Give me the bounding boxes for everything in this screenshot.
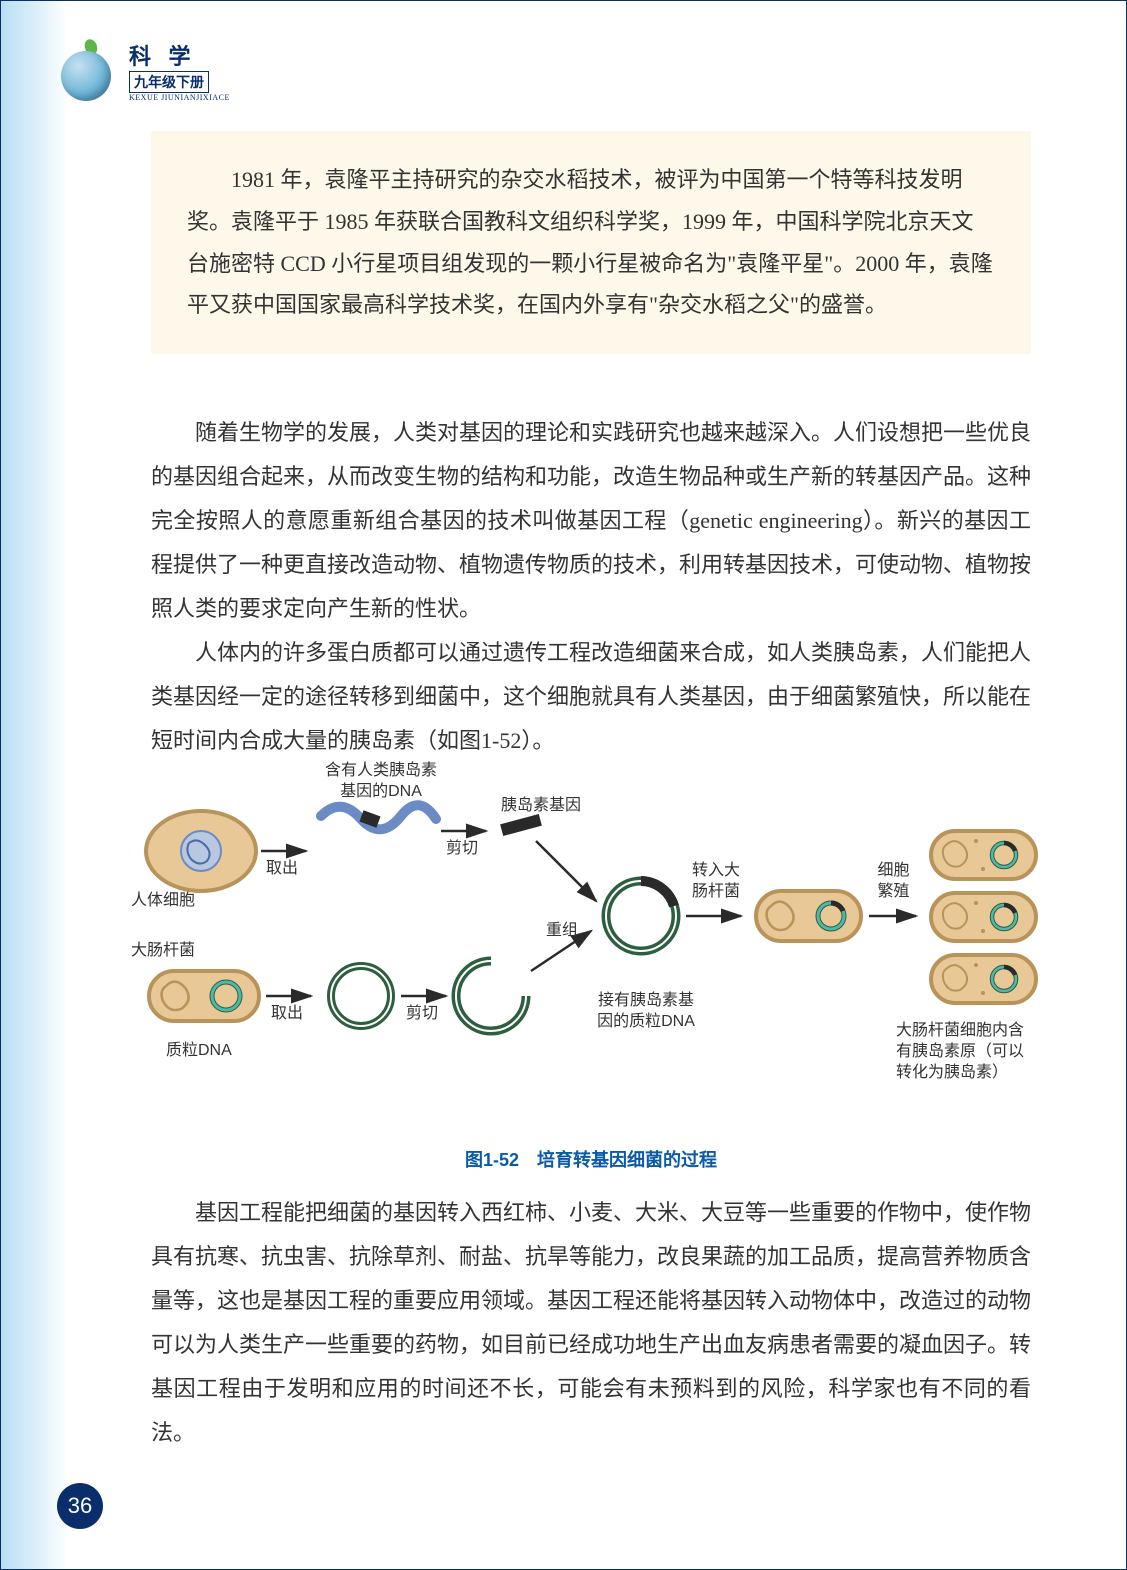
label-dna-insulin: 含有人类胰岛素基因的DNA (311, 761, 451, 803)
info-paragraph: 1981 年，袁隆平主持研究的杂交水稻技术，被评为中国第一个特等科技发明奖。袁隆… (187, 159, 995, 326)
page-header: 科 学 九年级下册 KEXUE JIUNIANJIXIACE (61, 39, 230, 102)
paragraph-3: 基因工程能把细菌的基因转入西红柿、小麦、大米、大豆等一些重要的作物中，使作物具有… (151, 1191, 1031, 1455)
paragraph-2: 人体内的许多蛋白质都可以通过遗传工程改造细菌来合成，如人类胰岛素，人们能把人类基… (151, 631, 1031, 763)
label-cell-reproduce: 细胞繁殖 (871, 861, 916, 903)
label-insert-ecoli: 转入大肠杆菌 (686, 861, 746, 903)
book-subtitle: 九年级下册 (129, 71, 209, 93)
book-title: 科 学 (129, 39, 230, 71)
label-final-note: 大肠杆菌细胞内含有胰岛素原（可以转化为胰岛素） (896, 1021, 1046, 1083)
figure-caption: 图1-52 培育转基因细菌的过程 (151, 1146, 1031, 1172)
label-cut-2: 剪切 (406, 1004, 438, 1025)
label-insulin-gene: 胰岛素基因 (501, 796, 581, 817)
book-pinyin: KEXUE JIUNIANJIXIACE (129, 93, 230, 102)
page-number: 36 (57, 1483, 103, 1529)
globe-logo (61, 41, 121, 101)
body-section-1: 随着生物学的发展，人类对基因的理论和实践研究也越来越深入。人们设想把一些优良的基… (151, 411, 1031, 763)
highlight-box: 1981 年，袁隆平主持研究的杂交水稻技术，被评为中国第一个特等科技发明奖。袁隆… (151, 131, 1031, 354)
label-extract-2: 取出 (271, 1004, 303, 1025)
label-ecoli: 大肠杆菌 (131, 941, 195, 962)
label-cut-1: 剪切 (446, 839, 478, 860)
label-plasmid-gene: 接有胰岛素基因的质粒DNA (591, 991, 701, 1033)
body-section-2: 基因工程能把细菌的基因转入西红柿、小麦、大米、大豆等一些重要的作物中，使作物具有… (151, 1191, 1031, 1455)
paragraph-1: 随着生物学的发展，人类对基因的理论和实践研究也越来越深入。人们设想把一些优良的基… (151, 411, 1031, 631)
genetic-engineering-diagram: 含有人类胰岛素基因的DNA 胰岛素基因 人体细胞 大肠杆菌 质粒DNA 取出 取… (131, 761, 1051, 1141)
label-recombine: 重组 (546, 921, 578, 942)
label-human-cell: 人体细胞 (131, 891, 195, 912)
label-extract-1: 取出 (266, 859, 298, 880)
label-plasmid-dna: 质粒DNA (166, 1041, 232, 1062)
